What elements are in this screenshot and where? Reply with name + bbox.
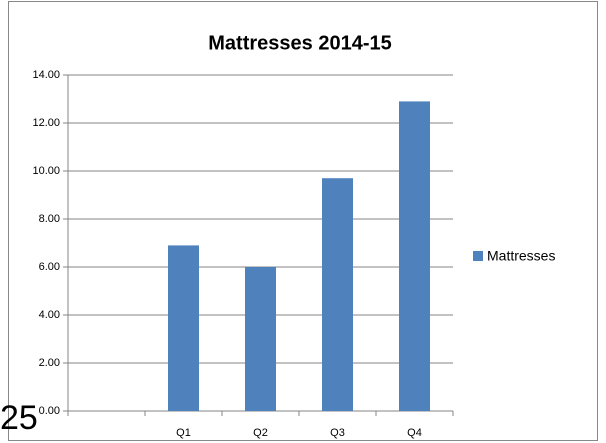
- x-tick-label: Q3: [330, 427, 345, 439]
- y-tick-label: 6.00: [39, 261, 60, 273]
- bar: [322, 178, 353, 411]
- legend-swatch: [473, 251, 483, 261]
- y-tick-label: 0.00: [39, 405, 60, 417]
- chart-frame: [8, 1, 598, 441]
- y-tick-label: 10.00: [32, 165, 60, 177]
- y-tick-label: 14.00: [32, 69, 60, 81]
- y-tick-label: 2.00: [39, 357, 60, 369]
- y-tick-label: 4.00: [39, 309, 60, 321]
- bar: [245, 267, 276, 411]
- chart-title: Mattresses 2014-15: [208, 32, 391, 54]
- y-tick-label: 12.00: [32, 117, 60, 129]
- y-tick-label: 8.00: [39, 213, 60, 225]
- legend-label: Mattresses: [487, 248, 555, 264]
- page-number: 25: [0, 399, 38, 437]
- x-tick-label: Q4: [407, 427, 422, 439]
- bar: [399, 101, 430, 412]
- x-tick-label: Q1: [176, 427, 191, 439]
- bar: [168, 245, 199, 411]
- x-tick-label: Q2: [253, 427, 268, 439]
